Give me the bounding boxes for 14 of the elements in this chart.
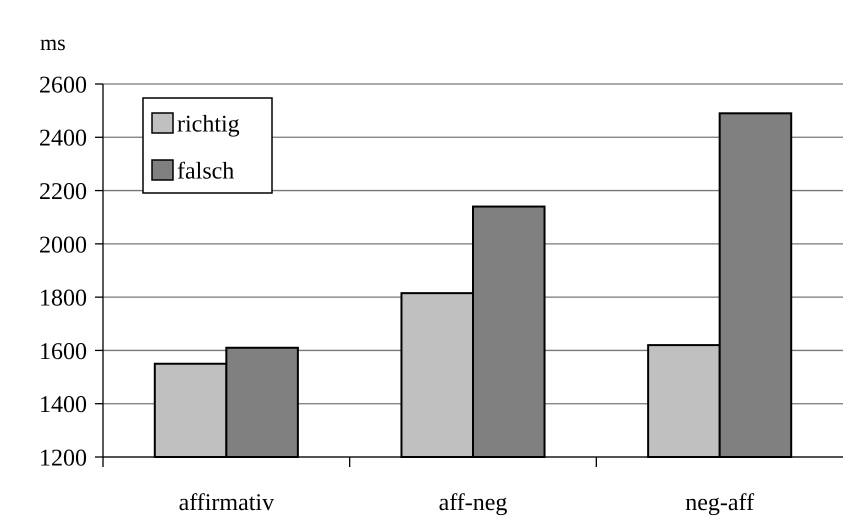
y-tick-label: 2400 (39, 126, 87, 152)
x-tick-label: aff-neg (438, 490, 508, 516)
y-tick-label: 1200 (39, 445, 87, 472)
y-tick-label: 1800 (39, 286, 87, 312)
y-tick-label: 1600 (39, 338, 87, 365)
y-tick-label: 1400 (39, 392, 87, 418)
x-tick-label: affirmativ (178, 490, 274, 516)
legend-label: falsch (177, 158, 234, 184)
y-tick-label: 2600 (39, 72, 87, 98)
y-tick-label: 2200 (39, 178, 87, 205)
x-tick-label: neg-aff (685, 490, 754, 516)
y-tick-label: 2000 (39, 232, 87, 258)
y-axis-title: ms (40, 30, 66, 55)
legend-label: richtig (177, 111, 240, 138)
